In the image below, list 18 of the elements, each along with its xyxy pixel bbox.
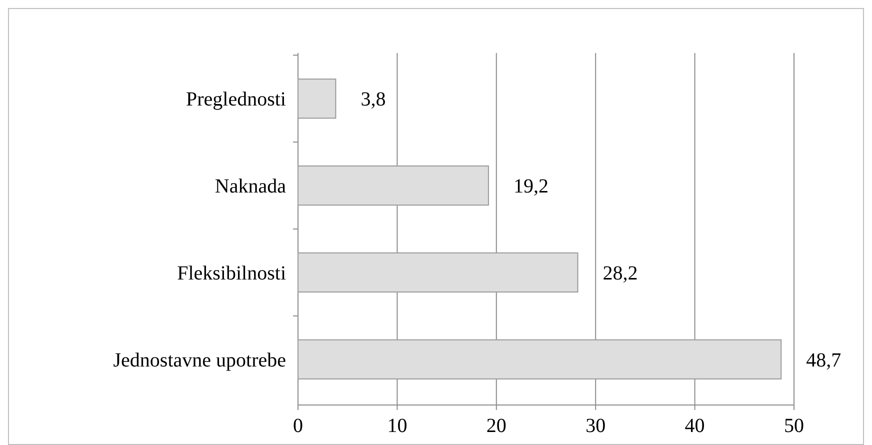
data-label: 48,7 xyxy=(806,349,842,372)
y-tick-label: Fleksibilnosti xyxy=(177,262,286,284)
data-label: 19,2 xyxy=(513,176,548,198)
bar xyxy=(298,252,578,293)
data-label: 3,8 xyxy=(360,88,386,111)
data-label: 28,2 xyxy=(602,262,638,284)
x-tick-label: 10 xyxy=(387,415,408,437)
x-tick-label: 40 xyxy=(684,415,705,437)
bar xyxy=(298,339,782,380)
y-tick-label: Naknada xyxy=(214,176,286,198)
x-tick-label: 0 xyxy=(293,415,303,437)
x-tick-label: 50 xyxy=(784,415,804,437)
y-tick-label: Jednostavne upotrebe xyxy=(113,349,286,372)
x-tick-label: 30 xyxy=(586,415,606,437)
y-tick-label: Preglednosti xyxy=(186,88,286,111)
x-tick-label: 20 xyxy=(486,415,506,437)
bar xyxy=(298,165,489,206)
bar xyxy=(298,78,336,119)
